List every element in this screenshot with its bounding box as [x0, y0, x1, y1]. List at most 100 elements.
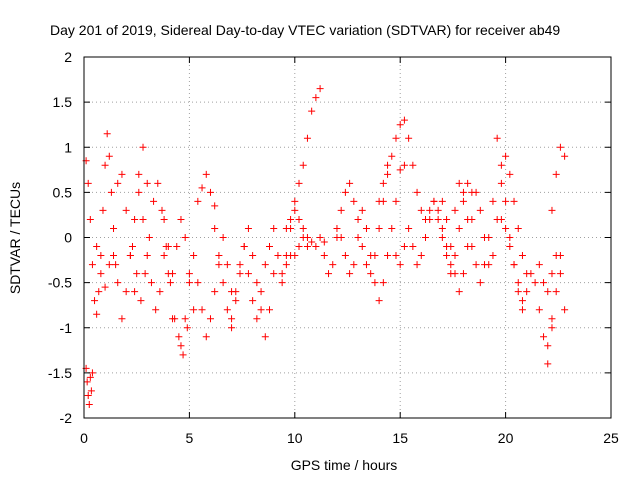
series-t10 [228, 85, 324, 323]
data-point [295, 179, 303, 187]
data-point [548, 206, 556, 214]
data-point [333, 224, 341, 232]
data-point [179, 351, 187, 359]
data-point [544, 360, 552, 368]
data-point [291, 252, 299, 260]
x-tick-label: 15 [392, 430, 408, 446]
data-point [160, 215, 168, 223]
data-point [476, 206, 484, 214]
data-point [396, 261, 404, 269]
data-point [556, 270, 564, 278]
data-point [249, 297, 257, 305]
grid-layer [84, 57, 611, 418]
data-point [278, 279, 286, 287]
series-t15 [375, 116, 455, 269]
data-point [455, 224, 463, 232]
data-point [405, 134, 413, 142]
data-point [295, 215, 303, 223]
data-point [110, 252, 118, 260]
data-point [518, 252, 526, 260]
data-point [128, 243, 136, 251]
data-point [83, 378, 91, 386]
data-point [166, 279, 174, 287]
data-point [426, 215, 434, 223]
data-point [97, 270, 105, 278]
data-point [105, 261, 113, 269]
data-point [472, 188, 480, 196]
data-point [316, 234, 324, 241]
data-point [303, 134, 311, 142]
data-point [556, 252, 564, 260]
series-t7 [177, 234, 236, 350]
data-point [274, 252, 282, 260]
data-point [409, 243, 417, 251]
data-point [472, 261, 480, 269]
data-point [101, 161, 109, 169]
data-point [107, 188, 115, 196]
data-point [194, 279, 202, 287]
data-point [493, 134, 501, 142]
data-point [459, 188, 467, 196]
series-t1 [82, 130, 120, 318]
series-t19 [497, 215, 535, 305]
data-point [303, 234, 311, 241]
data-point [198, 306, 206, 314]
data-point [384, 252, 392, 260]
data-point [502, 197, 510, 205]
data-point [266, 306, 274, 314]
data-point [198, 184, 206, 192]
data-point [514, 224, 522, 232]
data-point [211, 288, 219, 296]
data-point [131, 288, 139, 296]
data-point [215, 252, 223, 260]
data-point [514, 279, 522, 287]
data-point [202, 333, 210, 341]
data-point [497, 179, 505, 187]
data-point [152, 306, 160, 314]
data-point [240, 243, 248, 251]
data-point [244, 224, 252, 232]
data-point [392, 197, 400, 205]
data-point [510, 261, 518, 269]
data-point [337, 206, 345, 214]
data-point [459, 197, 467, 205]
data-point [282, 224, 290, 232]
data-point [455, 288, 463, 296]
data-point [561, 306, 569, 314]
data-point [299, 161, 307, 169]
data-point [232, 297, 240, 305]
data-point [451, 252, 459, 260]
data-point [185, 279, 193, 287]
data-point [143, 252, 151, 260]
data-points [82, 85, 569, 408]
data-point [215, 261, 223, 269]
data-point [303, 243, 311, 251]
data-point [206, 315, 214, 323]
data-point [88, 369, 96, 377]
data-point [118, 315, 126, 323]
data-point [384, 170, 392, 178]
data-point [114, 279, 122, 287]
data-point [417, 252, 425, 260]
series-t12 [282, 206, 311, 241]
data-point [320, 238, 328, 246]
data-point [552, 288, 560, 296]
data-point [548, 315, 556, 323]
data-point [451, 206, 459, 214]
data-point [400, 161, 408, 169]
x-axis-label: GPS time / hours [291, 457, 398, 473]
data-point [101, 283, 109, 291]
data-point [434, 206, 442, 214]
data-point [451, 270, 459, 278]
data-point [502, 152, 510, 160]
series-t14 [333, 161, 408, 305]
series-t4 [128, 179, 191, 359]
data-point [147, 279, 155, 287]
series-t23 [544, 252, 564, 368]
data-point [164, 243, 172, 251]
data-point [175, 333, 183, 341]
data-point [99, 206, 107, 214]
data-point [84, 391, 92, 399]
data-point [468, 243, 476, 251]
data-point [358, 206, 366, 214]
